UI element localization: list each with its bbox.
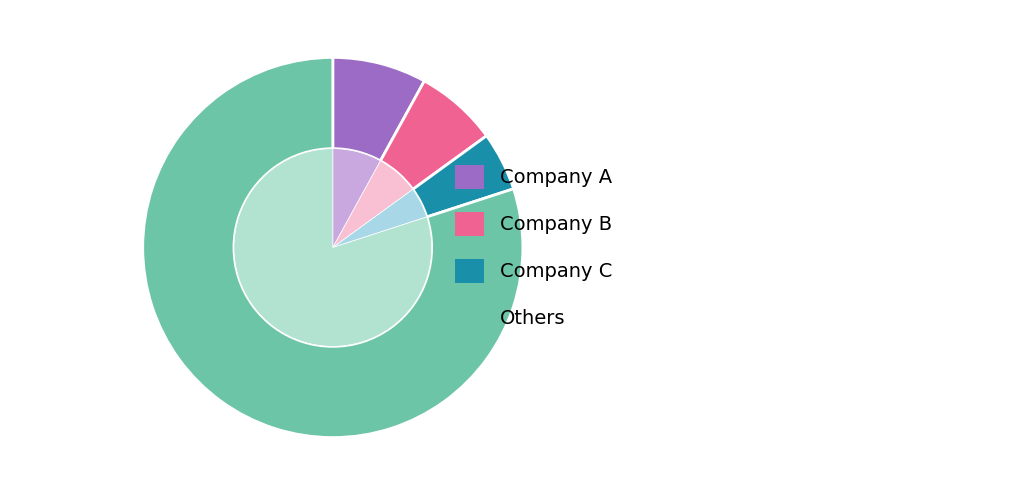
Wedge shape: [333, 190, 427, 248]
Wedge shape: [333, 57, 424, 161]
Wedge shape: [142, 57, 523, 438]
Wedge shape: [381, 81, 486, 190]
Wedge shape: [333, 161, 413, 248]
Wedge shape: [233, 148, 432, 346]
Wedge shape: [413, 136, 514, 217]
Wedge shape: [333, 148, 381, 248]
Legend: Company A, Company B, Company C, Others: Company A, Company B, Company C, Others: [447, 157, 620, 338]
